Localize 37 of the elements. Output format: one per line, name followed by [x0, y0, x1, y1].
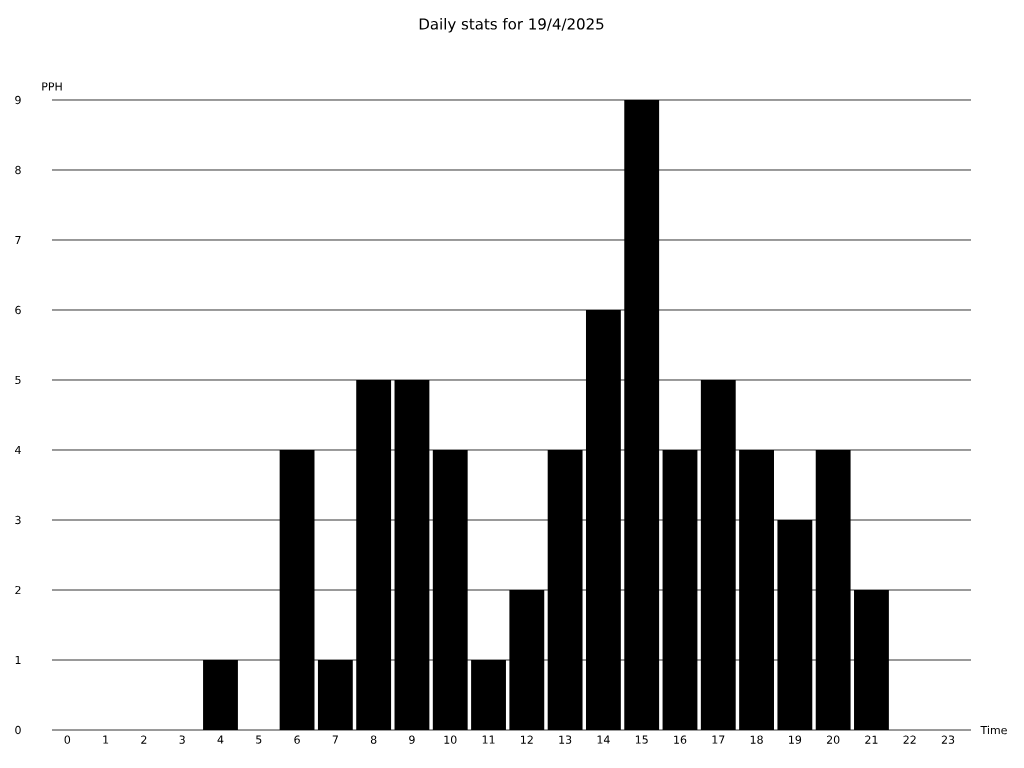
- x-axis-title: Time: [980, 725, 1007, 735]
- y-tick-label: 8: [15, 165, 21, 175]
- x-tick-label: 17: [712, 735, 725, 744]
- x-tick-label: 13: [559, 735, 572, 744]
- y-tick-label: 3: [15, 515, 21, 525]
- x-tick-label: 16: [674, 735, 687, 744]
- x-tick-label: 8: [370, 735, 377, 744]
- x-tick-label: 5: [256, 735, 262, 744]
- y-tick-label: 6: [15, 305, 21, 315]
- x-tick-label: 20: [826, 735, 840, 744]
- chart-title: Daily stats for 19/4/2025: [419, 17, 604, 33]
- y-tick-label: 5: [15, 375, 21, 385]
- x-tick-label: 1: [103, 735, 109, 744]
- x-tick-label: 11: [482, 735, 495, 744]
- x-tick-label: 21: [865, 735, 878, 744]
- y-tick-label: 9: [15, 95, 21, 105]
- y-tick-label: 7: [15, 235, 21, 245]
- y-tick-label: 0: [15, 725, 21, 735]
- x-tick-label: 6: [294, 735, 300, 744]
- y-tick-label: 1: [15, 655, 21, 665]
- x-tick-label: 23: [941, 735, 955, 744]
- x-tick-label: 10: [444, 735, 457, 744]
- x-tick-label: 4: [217, 735, 224, 744]
- x-tick-label: 14: [597, 735, 610, 744]
- x-tick-label: 0: [64, 735, 71, 744]
- y-axis-title: PPH: [42, 82, 62, 91]
- x-tick-label: 9: [409, 735, 415, 744]
- y-tick-label: 2: [15, 585, 21, 595]
- y-tick-label: 4: [15, 445, 21, 455]
- x-tick-label: 18: [750, 735, 763, 744]
- x-tick-label: 3: [179, 735, 185, 744]
- x-tick-label: 19: [789, 735, 802, 744]
- x-tick-label: 2: [141, 735, 147, 744]
- x-tick-label: 12: [521, 735, 533, 744]
- x-tick-label: 22: [903, 735, 916, 744]
- x-tick-label: 15: [635, 735, 648, 744]
- x-tick-label: 7: [332, 735, 338, 744]
